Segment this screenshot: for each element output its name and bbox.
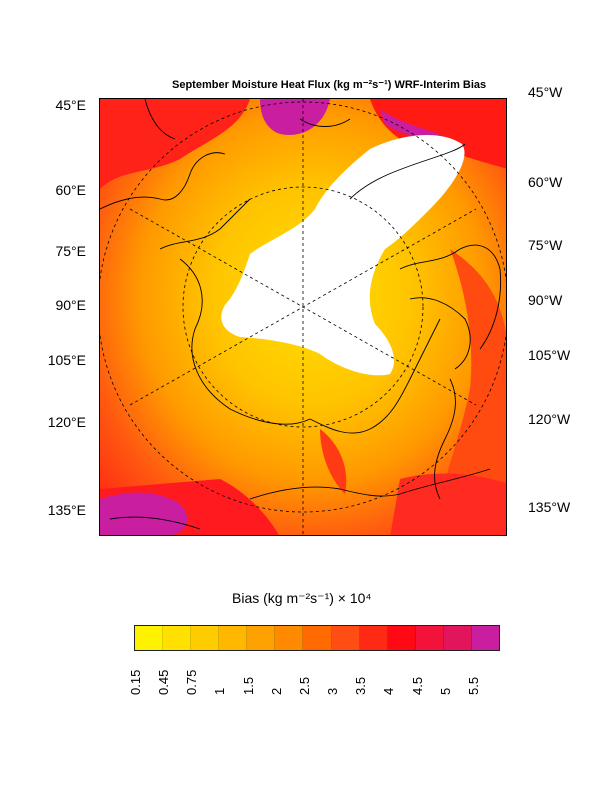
colorbar-tick-text: 3.5 [353,676,369,695]
lon-label-left-7: 135°E [47,502,86,518]
lon-label-right-6: 120°W [528,411,571,427]
colorbar-swatch [135,626,164,650]
colorbar-swatch [415,626,444,650]
colorbar-tick-label: 0.75 [184,657,200,697]
colorbar-swatch [163,626,192,650]
colorbar-tick-label: 3 [325,657,341,697]
colorbar-tick-label: 3.5 [353,657,369,697]
lon-label-left-1: 45°E [55,97,86,113]
colorbar-tick-label: 2.5 [297,657,313,697]
colorbar-tick-label: 5.5 [466,657,482,697]
colorbar-tick-text: 0.15 [128,669,143,695]
colorbar-swatch [331,626,360,650]
hot-region-nw [100,99,250,189]
colorbar-swatch [443,626,472,650]
colorbar-tick-text: 5.5 [465,676,481,695]
coastlines [100,99,502,530]
lon-label-left-6: 120°E [47,414,86,430]
colorbar-tick-label: 4.5 [410,657,426,697]
colorbar-swatch [275,626,304,650]
lon-label-right-2: 60°W [528,174,563,190]
lon-label-right-1: 45°W [528,84,563,100]
colorbar-tick-text: 3 [325,687,341,695]
hot-region-se [390,473,506,535]
lon-label-left-2: 60°E [55,182,86,198]
colorbar-tick-label: 5 [438,657,454,697]
colorbar [134,625,500,651]
lon-label-left-3: 75°E [55,243,86,259]
colorbar-tick-text: 4 [381,687,397,695]
colorbar-tick-text: 4.5 [409,676,425,695]
colorbar-swatch [387,626,416,650]
bias-map [100,99,506,535]
colorbar-title: Bias (kg m⁻²s⁻¹) × 10⁴ [232,590,372,606]
colorbar-swatch [303,626,332,650]
colorbar-tick-label: 4 [381,657,397,697]
colorbar-swatch [191,626,220,650]
max-region-north [260,99,330,135]
colorbar-tick-text: 0.45 [156,669,172,695]
colorbar-tick-text: 5 [437,687,453,695]
colorbar-tick-text: 1.5 [240,676,256,695]
map-panel [99,98,507,536]
no-data-region [221,134,465,376]
colorbar-swatch [359,626,388,650]
colorbar-tick-label: 2 [269,657,285,697]
colorbar-swatch [219,626,248,650]
lon-label-left-4: 90°E [55,297,86,313]
colorbar-tick-text: 0.75 [184,669,200,695]
graticule [100,99,506,535]
max-region-ne [380,109,450,141]
colorbar-swatch [247,626,276,650]
lon-label-right-4: 90°W [528,292,563,308]
colorbar-tick-label: 0.15 [128,657,144,697]
colorbar-tick-text: 2 [268,687,284,695]
lon-label-right-5: 105°W [528,347,571,363]
colorbar-tick-text: 1 [212,687,228,695]
colorbar-tick-label: 1 [212,657,228,697]
lon-label-left-5: 105°E [47,352,86,368]
lon-label-right-7: 135°W [528,499,571,515]
hot-region-ne [370,99,506,169]
colorbar-tick-label: 1.5 [241,657,257,697]
max-region-sw [100,492,188,535]
map-title: September Moisture Heat Flux (kg m⁻²s⁻¹)… [172,79,487,91]
colorbar-tick-label: 0.45 [156,657,172,697]
colorbar-tick-text: 2.5 [296,676,312,695]
colorbar-swatch [471,626,500,650]
hot-region-strait [320,429,347,494]
lon-label-right-3: 75°W [528,237,563,253]
hot-region-east [430,249,506,535]
